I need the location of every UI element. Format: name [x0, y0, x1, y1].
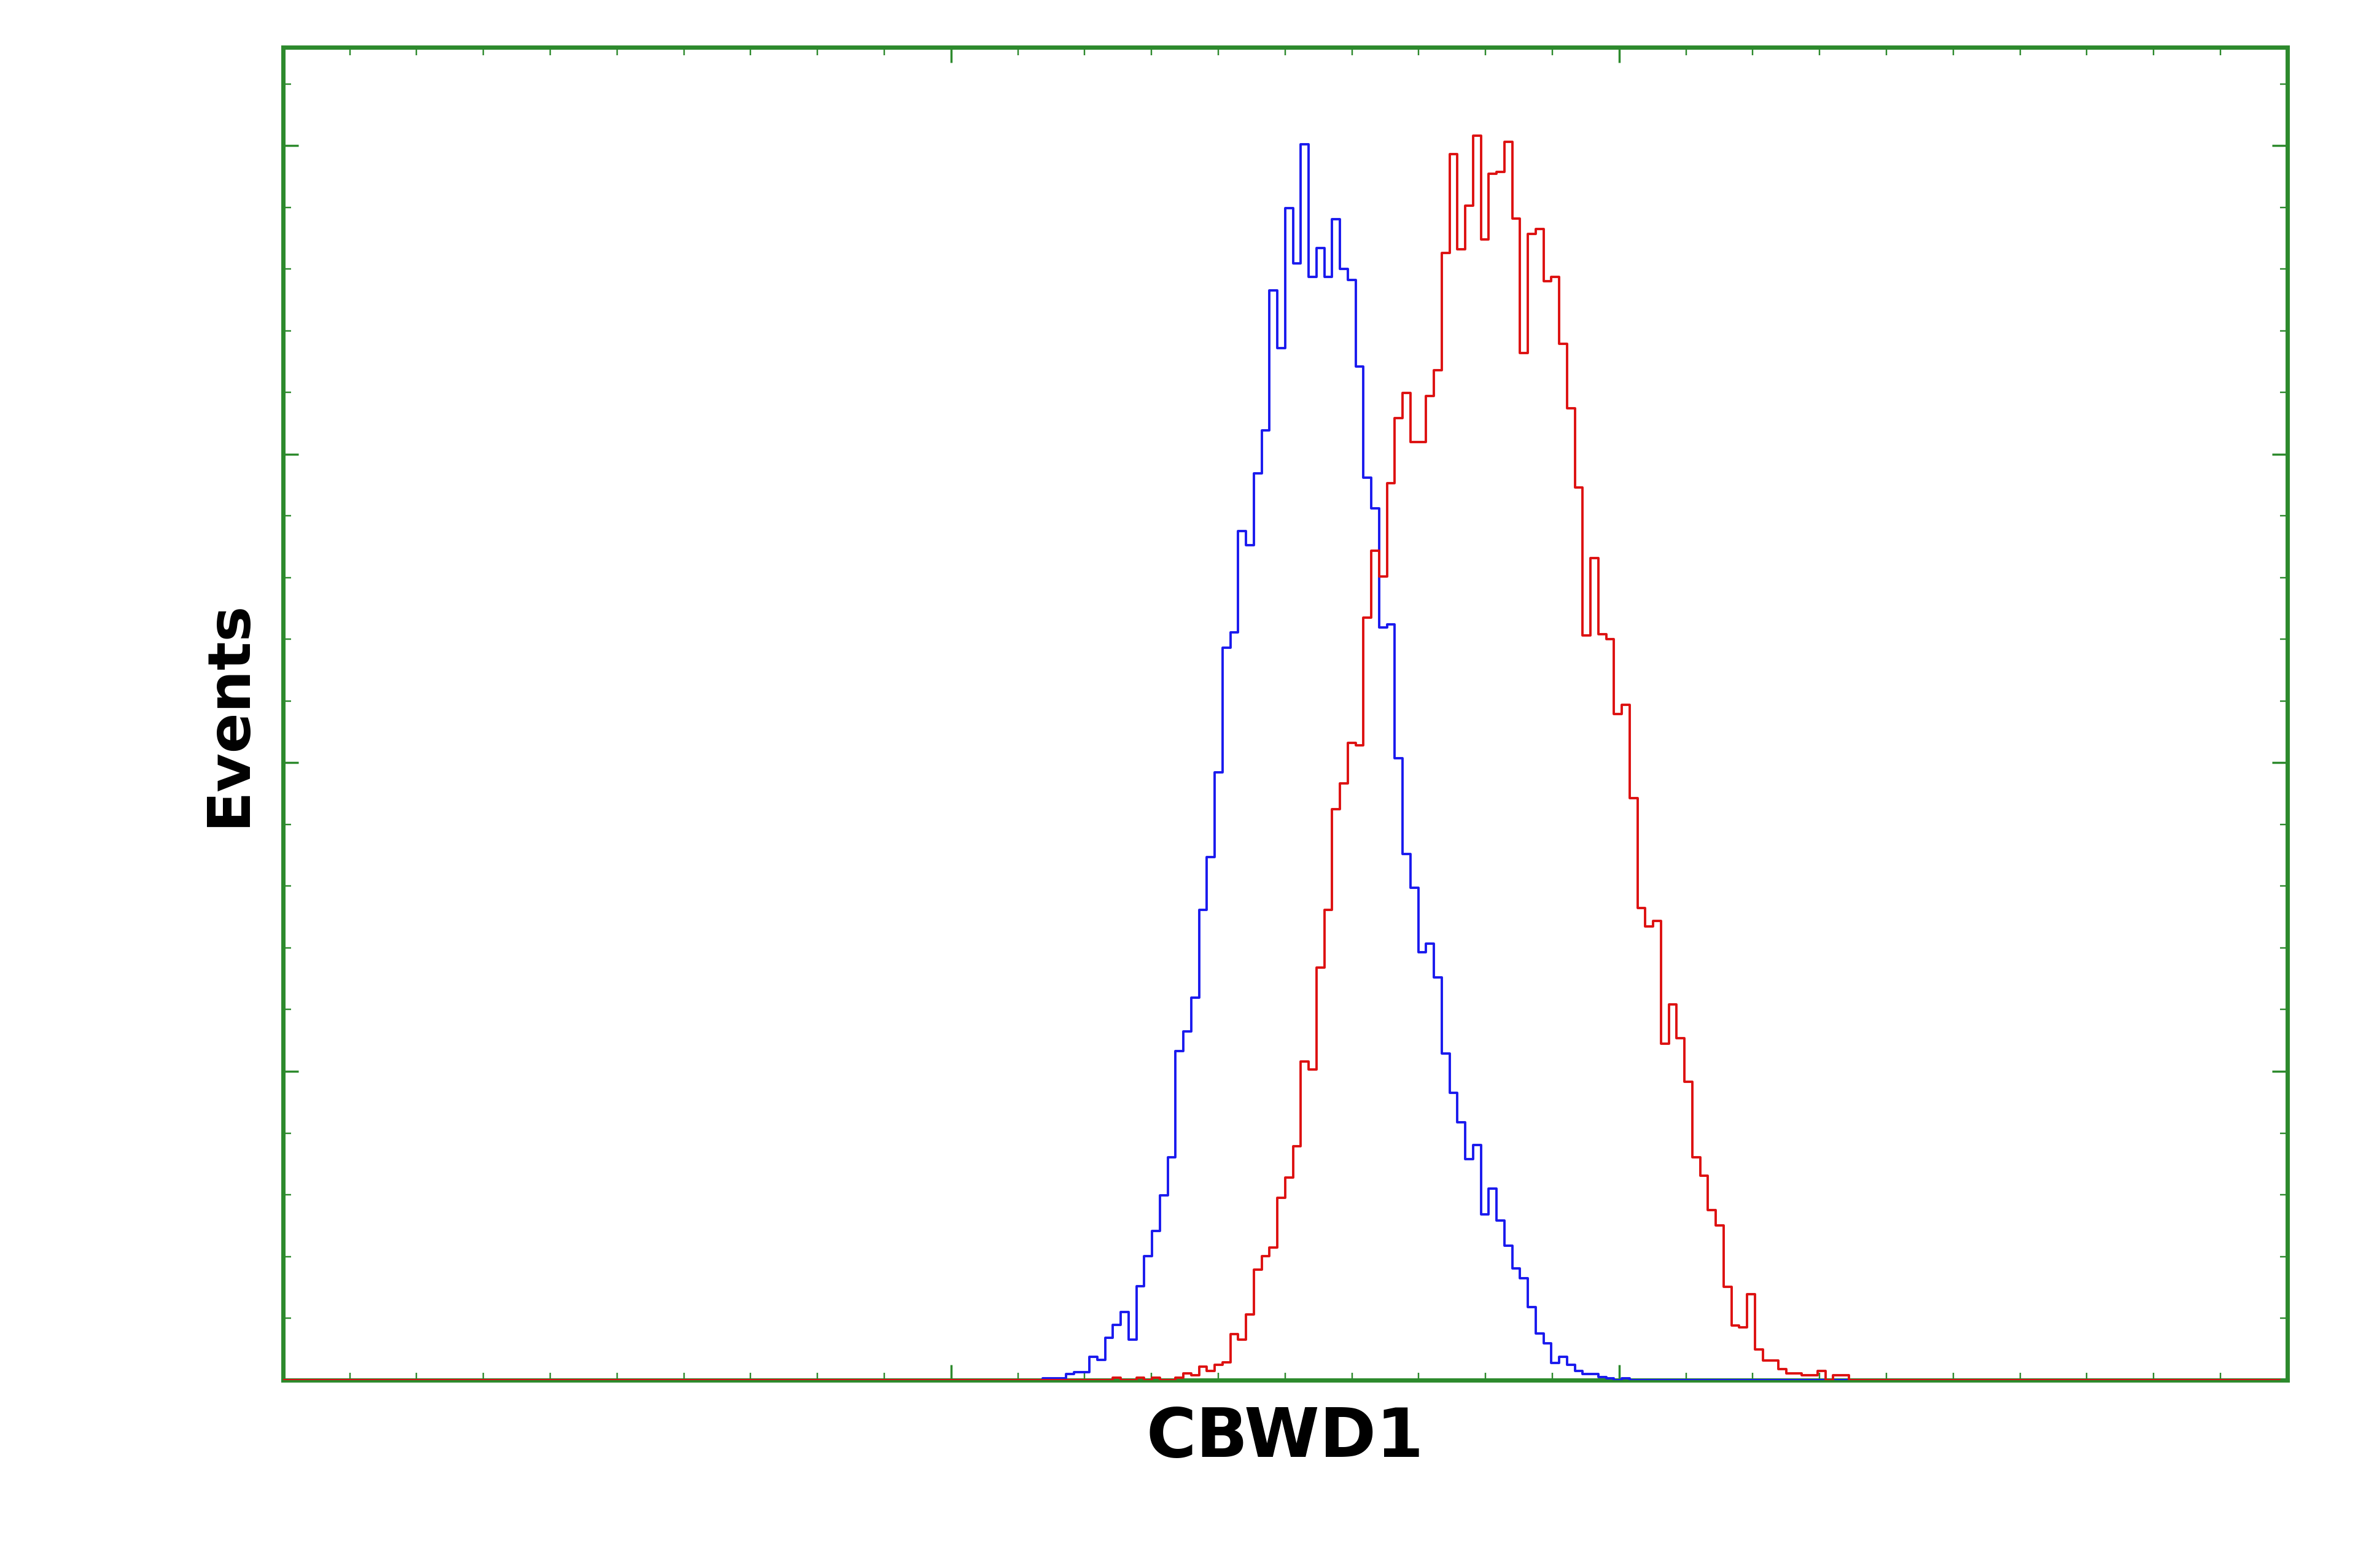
Y-axis label: Events: Events	[200, 601, 257, 826]
X-axis label: CBWD1: CBWD1	[1146, 1405, 1424, 1471]
